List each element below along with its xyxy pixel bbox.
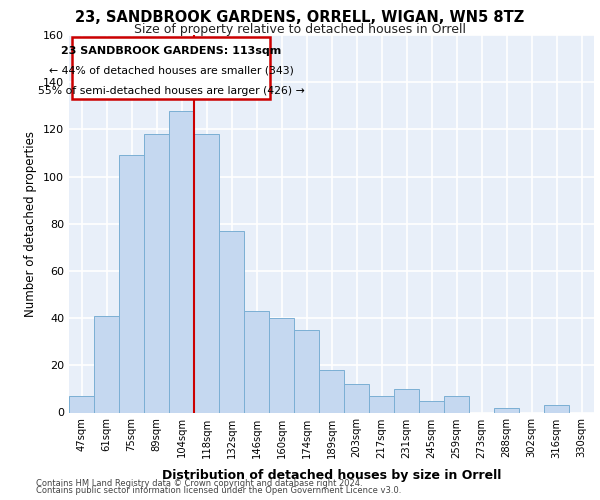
Bar [319, 370, 344, 412]
Bar [394, 389, 419, 412]
Text: Contains public sector information licensed under the Open Government Licence v3: Contains public sector information licen… [36, 486, 401, 495]
Bar [194, 134, 219, 412]
Y-axis label: Number of detached properties: Number of detached properties [25, 130, 37, 317]
Bar [294, 330, 319, 412]
Bar [169, 110, 194, 412]
X-axis label: Distribution of detached houses by size in Orrell: Distribution of detached houses by size … [162, 469, 501, 482]
Bar [444, 396, 469, 412]
Bar [344, 384, 369, 412]
Text: Size of property relative to detached houses in Orrell: Size of property relative to detached ho… [134, 22, 466, 36]
Bar [269, 318, 294, 412]
FancyBboxPatch shape [72, 38, 270, 98]
Text: Contains HM Land Registry data © Crown copyright and database right 2024.: Contains HM Land Registry data © Crown c… [36, 478, 362, 488]
Text: ← 44% of detached houses are smaller (343): ← 44% of detached houses are smaller (34… [49, 66, 293, 76]
Bar [219, 231, 244, 412]
Bar [144, 134, 169, 412]
Bar [544, 406, 569, 412]
Bar [69, 396, 94, 412]
Bar [494, 408, 519, 412]
Text: 23 SANDBROOK GARDENS: 113sqm: 23 SANDBROOK GARDENS: 113sqm [61, 46, 281, 56]
Bar [94, 316, 119, 412]
Text: 55% of semi-detached houses are larger (426) →: 55% of semi-detached houses are larger (… [38, 86, 305, 96]
Bar [244, 311, 269, 412]
Bar [119, 156, 144, 412]
Bar [419, 400, 444, 412]
Bar [369, 396, 394, 412]
Text: 23, SANDBROOK GARDENS, ORRELL, WIGAN, WN5 8TZ: 23, SANDBROOK GARDENS, ORRELL, WIGAN, WN… [76, 10, 524, 25]
